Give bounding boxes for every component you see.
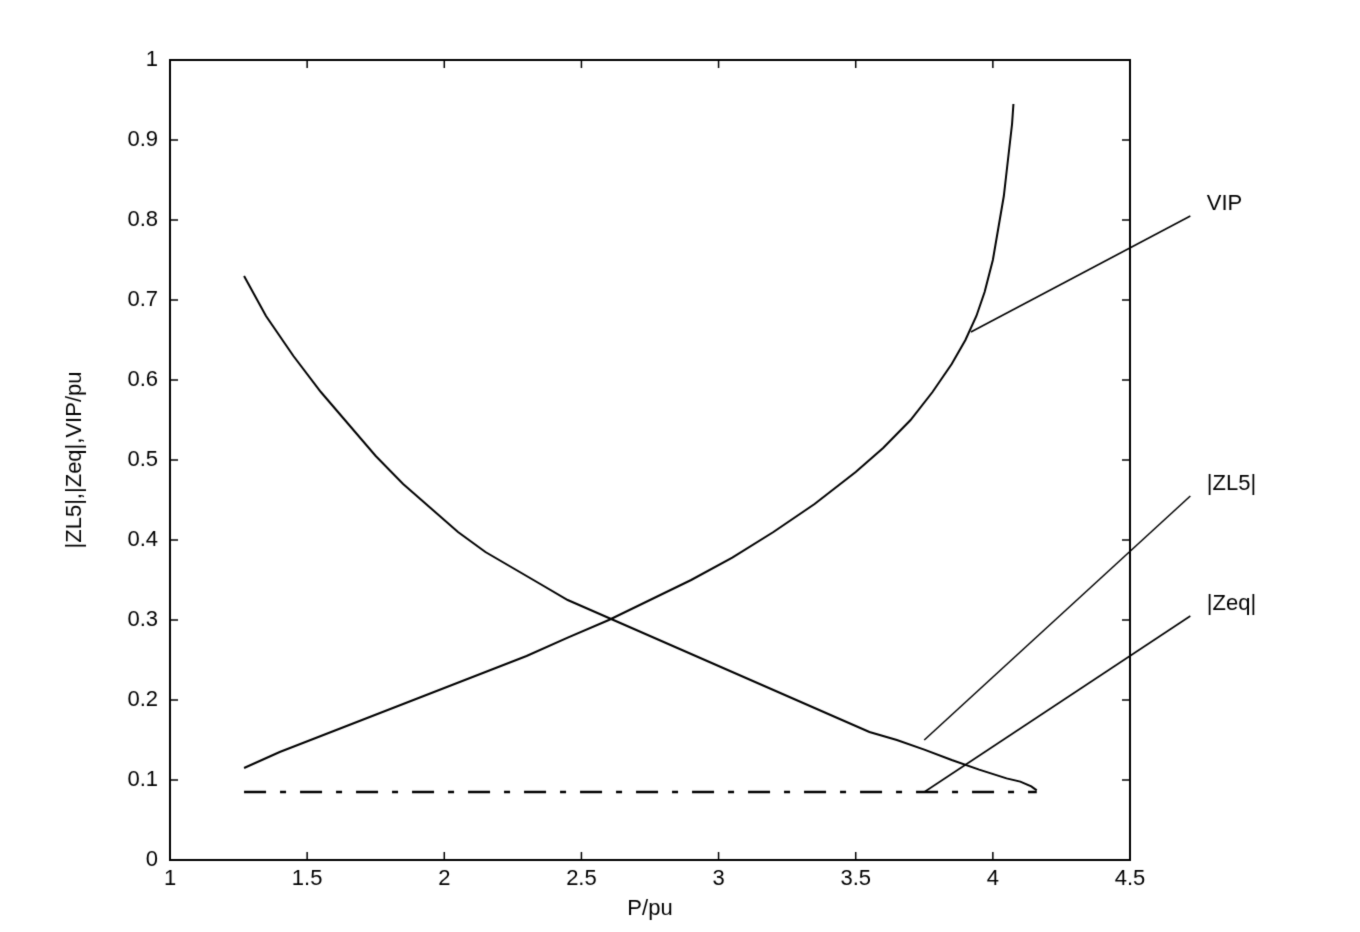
impedance-vip-chart [0, 0, 1360, 932]
